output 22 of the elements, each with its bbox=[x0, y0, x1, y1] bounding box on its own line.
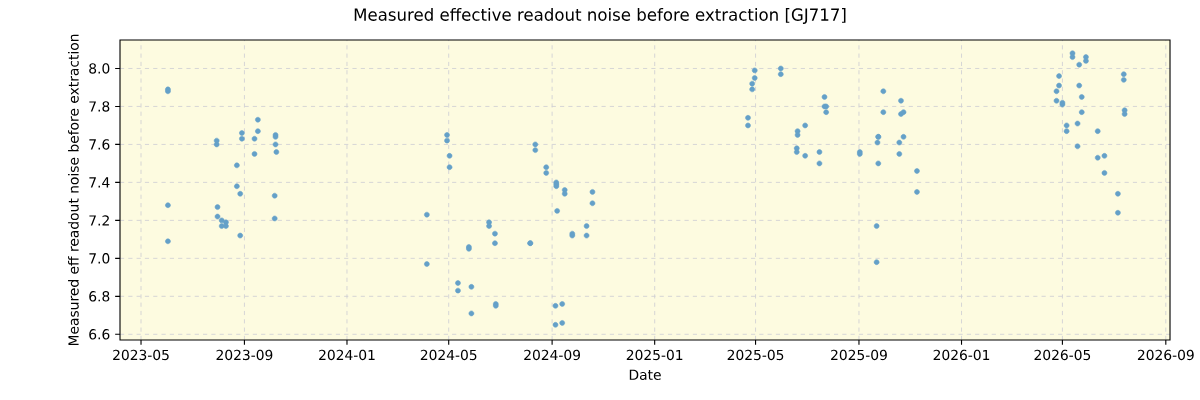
x-tick-label: 2025-05 bbox=[727, 349, 784, 361]
y-tick-label: 6.8 bbox=[89, 291, 110, 302]
y-tick-label: 7.0 bbox=[89, 253, 110, 264]
x-tick-label: 2024-05 bbox=[420, 349, 477, 361]
y-tick-label: 6.6 bbox=[89, 329, 110, 340]
x-tick-label: 2026-05 bbox=[1034, 349, 1091, 361]
y-tick-label: 7.2 bbox=[89, 215, 109, 226]
x-tick-label: 2026-09 bbox=[1137, 349, 1194, 361]
chart-title: Measured effective readout noise before extraction [GJ717] bbox=[354, 8, 846, 24]
x-tick-label: 2025-01 bbox=[626, 349, 683, 361]
x-tick-label: 2026-01 bbox=[933, 349, 990, 361]
x-tick-label: 2025-09 bbox=[831, 349, 887, 361]
x-tick-label: 2024-09 bbox=[524, 349, 581, 361]
x-tick-label: 2023-09 bbox=[216, 349, 273, 361]
y-tick-label: 7.8 bbox=[89, 101, 110, 112]
y-tick-label: 7.4 bbox=[89, 177, 110, 188]
x-tick-label: 2023-05 bbox=[113, 349, 169, 361]
y-tick-label: 7.6 bbox=[89, 139, 110, 150]
y-axis-title: Measured eff readout noise before extraction bbox=[68, 34, 79, 346]
y-tick-label: 8.0 bbox=[89, 63, 110, 74]
x-tick-label: 2024-01 bbox=[319, 349, 375, 361]
x-axis-title: Date bbox=[629, 369, 661, 380]
